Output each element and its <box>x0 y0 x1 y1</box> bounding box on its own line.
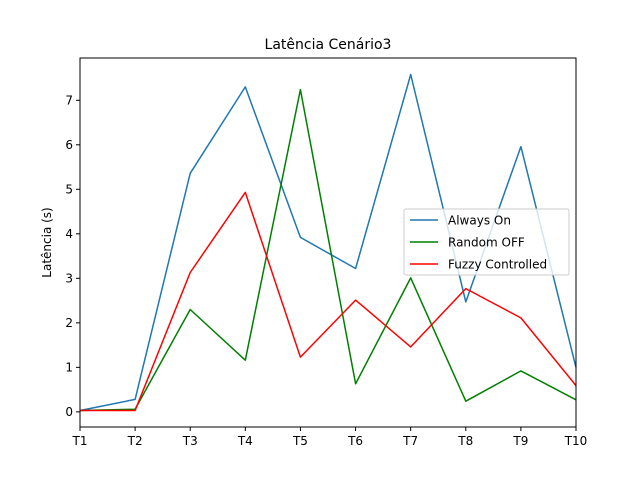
legend-label: Always On <box>448 214 511 228</box>
x-tick-label: T7 <box>402 434 418 448</box>
y-tick-label: 4 <box>65 227 73 241</box>
y-tick-label: 0 <box>65 405 73 419</box>
x-tick-label: T3 <box>182 434 198 448</box>
y-tick-label: 5 <box>65 182 73 196</box>
x-tick-label: T4 <box>237 434 253 448</box>
x-tick-label: T6 <box>347 434 363 448</box>
y-tick-label: 3 <box>65 271 73 285</box>
series-line-fuzzy-controlled <box>80 191 577 412</box>
x-tick-label: T2 <box>127 434 143 448</box>
y-tick-label: 6 <box>65 138 73 152</box>
legend: Always On Random OFF Fuzzy Controlled <box>403 208 570 276</box>
x-tick-label: T5 <box>292 434 308 448</box>
x-tick-label: T9 <box>512 434 528 448</box>
chart-title: Latência Cenário3 <box>265 37 392 53</box>
x-tick-label: T8 <box>457 434 473 448</box>
y-axis-label: Latência (s) <box>40 207 54 277</box>
legend-box <box>403 208 570 276</box>
legend-label: Fuzzy Controlled <box>448 258 547 272</box>
legend-label: Random OFF <box>448 236 525 250</box>
x-tick-label: T10 <box>564 434 588 448</box>
plot-area-frame <box>79 57 577 428</box>
y-tick-label: 1 <box>65 360 73 374</box>
y-tick-label: 2 <box>65 316 73 330</box>
x-tick-label: T1 <box>72 434 88 448</box>
x-axis-ticks: T1 T2 T3 T4 T5 T6 T7 T8 T9 T10 <box>72 427 588 448</box>
y-axis-ticks: 0 1 2 3 4 5 6 7 <box>65 93 80 419</box>
y-tick-label: 7 <box>65 93 73 107</box>
series-line-random-off <box>79 88 577 412</box>
